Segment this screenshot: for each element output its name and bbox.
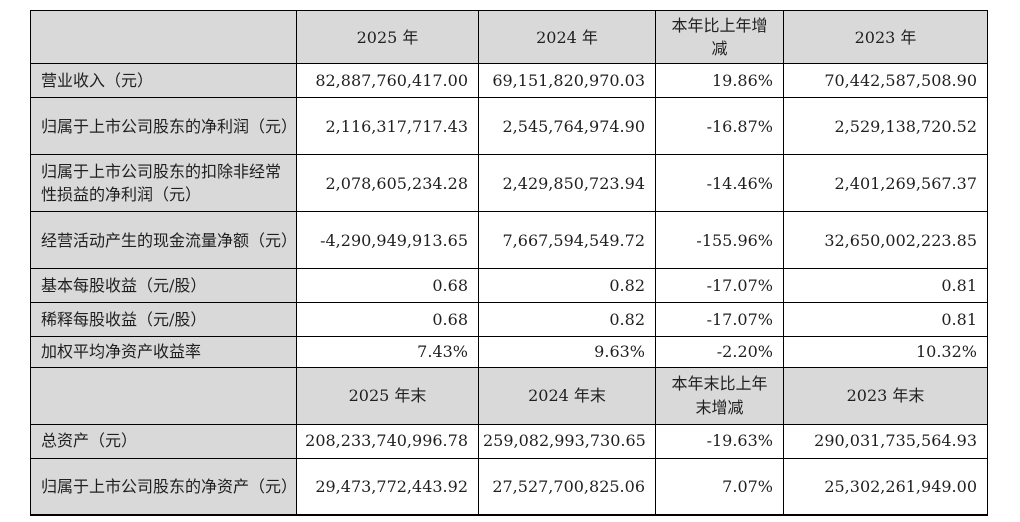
value-2024: 7,667,594,549.72 <box>478 211 656 270</box>
financial-summary-table: 2025 年 2024 年 本年比上年增减 2023 年 营业收入（元） 82,… <box>30 9 988 517</box>
table-row-diluted-eps: 稀释每股收益（元/股） 0.68 0.82 -17.07% 0.81 <box>30 302 988 338</box>
column-header-2023-end: 2023 年末 <box>783 366 988 425</box>
row-label: 归属于上市公司股东的扣除非经常性损益的净利润（元） <box>30 154 297 213</box>
value-2025: 0.68 <box>296 268 479 304</box>
column-header-2025-end: 2025 年末 <box>296 366 479 425</box>
value-2024: 9.63% <box>478 336 656 368</box>
value-2023: 10.32% <box>783 336 988 368</box>
table-row-net-profit: 归属于上市公司股东的净利润（元） 2,116,317,717.43 2,545,… <box>30 97 988 156</box>
column-header-2024: 2024 年 <box>478 9 656 65</box>
value-2023: 70,442,587,508.90 <box>783 63 988 99</box>
table-row-weighted-avg-roe: 加权平均净资产收益率 7.43% 9.63% -2.20% 10.32% <box>30 336 988 368</box>
value-change: 19.86% <box>655 63 784 99</box>
value-2025: 0.68 <box>296 302 479 338</box>
value-2025: 29,473,772,443.92 <box>296 457 479 516</box>
table-header-row-period-end: 2025 年末 2024 年末 本年末比上年末增减 2023 年末 <box>30 366 988 425</box>
table-row-basic-eps: 基本每股收益（元/股） 0.68 0.82 -17.07% 0.81 <box>30 268 988 304</box>
value-change: -17.07% <box>655 268 784 304</box>
value-2024: 69,151,820,970.03 <box>478 63 656 99</box>
value-2023: 290,031,735,564.93 <box>783 423 988 459</box>
table-header-row-annual: 2025 年 2024 年 本年比上年增减 2023 年 <box>30 9 988 65</box>
row-label: 归属于上市公司股东的净资产（元） <box>30 457 297 516</box>
row-label: 总资产（元） <box>30 423 297 459</box>
table-row-operating-cash-flow: 经营活动产生的现金流量净额（元） -4,290,949,913.65 7,667… <box>30 211 988 270</box>
value-2025: 2,078,605,234.28 <box>296 154 479 213</box>
value-2023: 25,302,261,949.00 <box>783 457 988 516</box>
column-header-2023: 2023 年 <box>783 9 988 65</box>
table-row-net-assets: 归属于上市公司股东的净资产（元） 29,473,772,443.92 27,52… <box>30 457 988 516</box>
value-2024: 2,429,850,723.94 <box>478 154 656 213</box>
value-change: -155.96% <box>655 211 784 270</box>
value-2023: 32,650,002,223.85 <box>783 211 988 270</box>
value-2023: 0.81 <box>783 302 988 338</box>
row-label: 加权平均净资产收益率 <box>30 336 297 368</box>
value-2024: 259,082,993,730.65 <box>478 423 656 459</box>
value-change: -2.20% <box>655 336 784 368</box>
value-2025: 208,233,740,996.78 <box>296 423 479 459</box>
value-2025: -4,290,949,913.65 <box>296 211 479 270</box>
table-row-operating-revenue: 营业收入（元） 82,887,760,417.00 69,151,820,970… <box>30 63 988 99</box>
value-2024: 2,545,764,974.90 <box>478 97 656 156</box>
value-change: 7.07% <box>655 457 784 516</box>
column-header-end-change: 本年末比上年末增减 <box>655 366 784 425</box>
value-2024: 0.82 <box>478 268 656 304</box>
table-row-net-profit-excl-nonrecurring: 归属于上市公司股东的扣除非经常性损益的净利润（元） 2,078,605,234.… <box>30 154 988 213</box>
value-2024: 0.82 <box>478 302 656 338</box>
value-change: -17.07% <box>655 302 784 338</box>
header-empty-cell <box>30 9 297 65</box>
value-2025: 2,116,317,717.43 <box>296 97 479 156</box>
column-header-2024-end: 2024 年末 <box>478 366 656 425</box>
value-2023: 2,401,269,567.37 <box>783 154 988 213</box>
row-label: 基本每股收益（元/股） <box>30 268 297 304</box>
value-2025: 7.43% <box>296 336 479 368</box>
row-label: 稀释每股收益（元/股） <box>30 302 297 338</box>
value-2023: 2,529,138,720.52 <box>783 97 988 156</box>
row-label: 归属于上市公司股东的净利润（元） <box>30 97 297 156</box>
header-empty-cell <box>30 366 297 425</box>
table-row-total-assets: 总资产（元） 208,233,740,996.78 259,082,993,73… <box>30 423 988 459</box>
value-2025: 82,887,760,417.00 <box>296 63 479 99</box>
column-header-yoy-change: 本年比上年增减 <box>655 9 784 65</box>
value-2023: 0.81 <box>783 268 988 304</box>
row-label: 经营活动产生的现金流量净额（元） <box>30 211 297 270</box>
value-change: -19.63% <box>655 423 784 459</box>
row-label: 营业收入（元） <box>30 63 297 99</box>
value-change: -16.87% <box>655 97 784 156</box>
value-change: -14.46% <box>655 154 784 213</box>
value-2024: 27,527,700,825.06 <box>478 457 656 516</box>
column-header-2025: 2025 年 <box>296 9 479 65</box>
